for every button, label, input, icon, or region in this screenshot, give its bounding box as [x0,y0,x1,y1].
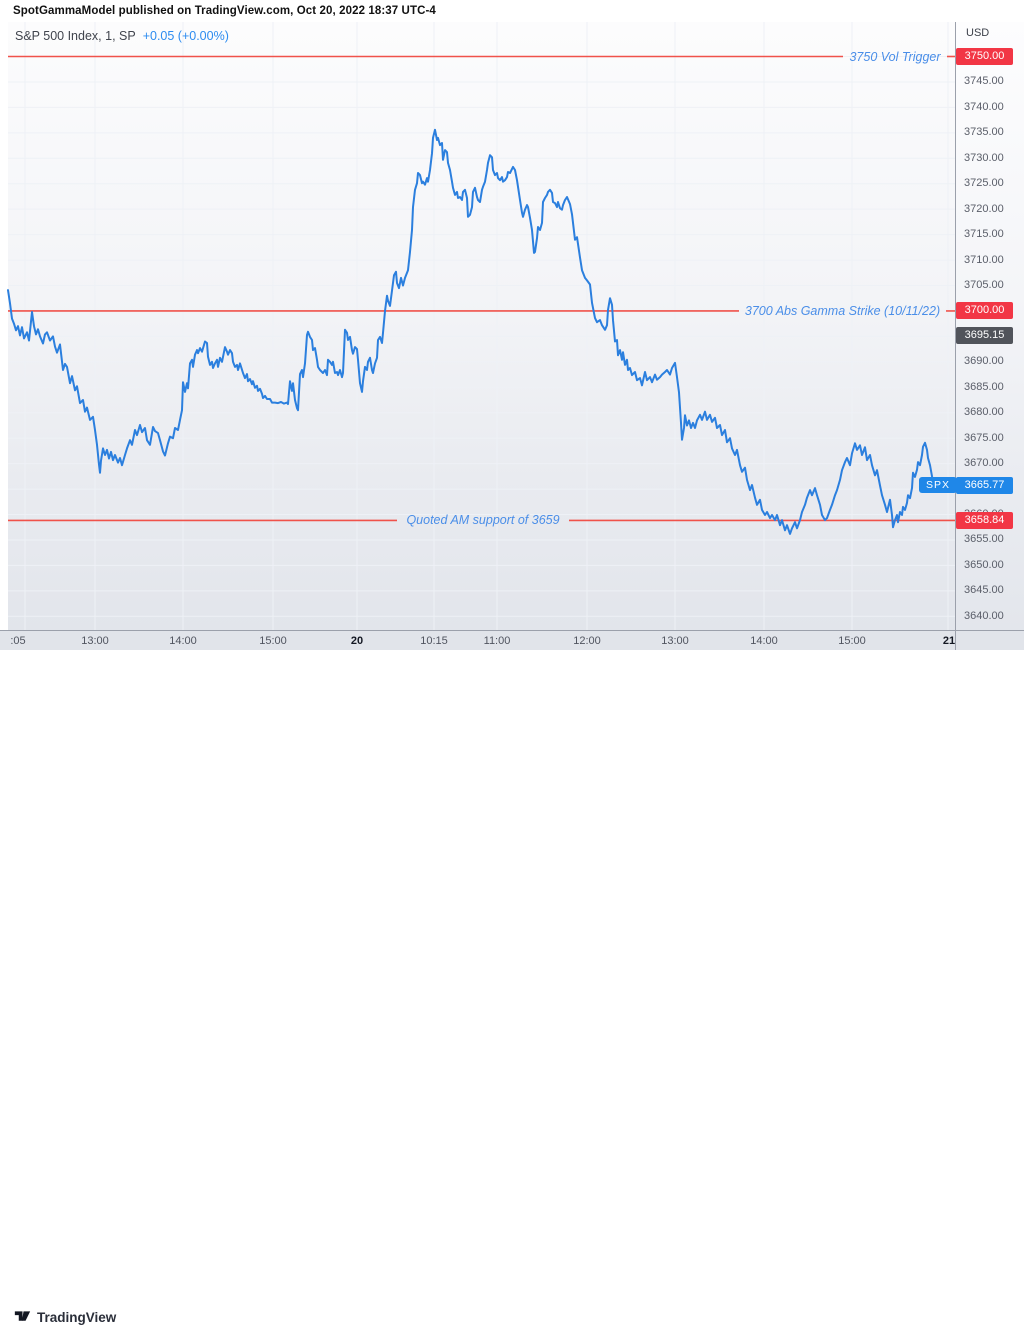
price-tick-label: 3675.00 [964,431,1004,444]
price-tick-label: 3685.00 [964,380,1004,393]
chart-pane[interactable] [8,22,955,630]
time-tick-label: 11:00 [483,635,511,647]
price-badge-red: 3700.00 [956,302,1013,320]
time-tick-label: 13:00 [661,635,689,647]
price-tick-label: 3655.00 [964,533,1004,546]
time-tick-label: 14:00 [169,635,197,647]
time-tick-label: 10:15 [420,635,448,647]
time-axis[interactable] [0,630,1024,650]
price-tick-label: 3730.00 [964,151,1004,164]
price-tick-label: 3640.00 [964,609,1004,622]
tradingview-logo-icon[interactable] [14,1308,31,1325]
axis-separator [955,630,956,650]
time-tick-day-label: 20 [350,635,364,647]
price-tick-label: 3745.00 [964,75,1004,88]
price-tick-label: 3740.00 [964,100,1004,113]
last-price-symbol-tag: SPX [919,477,958,494]
time-tick-label: 12:00 [573,635,601,647]
time-tick-label: 15:00 [259,635,287,647]
footer-bar: TradingView [0,650,1024,1325]
price-tick-label: 3645.00 [964,584,1004,597]
currency-label: USD [966,27,990,39]
annotation-label: Quoted AM support of 3659 [406,513,560,528]
time-tick-label: :05 [10,635,26,647]
time-tick-label: 15:00 [838,635,866,647]
annotation-label: 3700 Abs Gamma Strike (10/11/22) [744,303,941,318]
publish-header: SpotGammaModel published on TradingView.… [0,0,1024,22]
symbol-title: S&P 500 Index, 1, SP [15,29,136,43]
price-tick-label: 3715.00 [964,228,1004,241]
price-tick-label: 3650.00 [964,558,1004,571]
price-tick-label: 3690.00 [964,355,1004,368]
price-tick-label: 3670.00 [964,457,1004,470]
time-tick-label: 13:00 [81,635,109,647]
price-badge-red: 3750.00 [956,48,1013,65]
symbol-change: +0.05 (+0.00%) [142,29,229,43]
price-tick-label: 3735.00 [964,126,1004,139]
price-tick-label: 3720.00 [964,202,1004,215]
price-tick-label: 3705.00 [964,279,1004,291]
price-badge-red: 3658.84 [956,511,1013,529]
price-tick-label: 3725.00 [964,177,1004,190]
price-badge-dark: 3695.15 [956,327,1013,345]
symbol-legend[interactable]: S&P 500 Index, 1, SP +0.05 (+0.00%) [15,29,229,43]
time-tick-day-label: 21 [942,635,956,647]
time-tick-label: 14:00 [750,635,778,647]
tradingview-brand-link[interactable]: TradingView [37,1310,117,1325]
price-tick-label: 3710.00 [964,253,1004,266]
annotation-label: 3750 Vol Trigger [849,49,941,64]
publish-title: SpotGammaModel published on TradingView.… [13,5,436,17]
price-tick-label: 3680.00 [964,406,1004,419]
price-badge-blue: 3665.77 [956,476,1013,494]
